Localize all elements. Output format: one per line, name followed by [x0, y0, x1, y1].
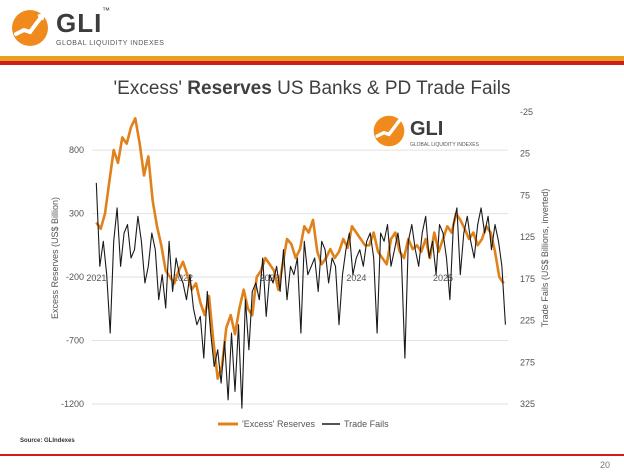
logo-trademark: ™ [102, 6, 110, 15]
header-red-bar [0, 61, 624, 65]
logo-subtitle: GLOBAL LIQUIDITY INDEXES [56, 40, 165, 47]
x-tick-label: 2021 [86, 273, 106, 283]
header-orange-bar [0, 56, 624, 61]
x-tick-label: 2024 [346, 273, 366, 283]
inset-logo-subtitle: GLOBAL LIQUIDITY INDEXES [410, 142, 479, 148]
series-line-reserves [95, 116, 505, 380]
right-tick-label: 175 [520, 274, 535, 284]
right-axis-title: Trade Fails (US$ Billions, inverted) [540, 189, 550, 328]
right-tick-label: 275 [520, 357, 535, 367]
source-note: Source: GLIndexes [20, 438, 75, 444]
inset-logo-text: GLI [410, 118, 444, 140]
x-tick-label: 2025 [433, 273, 453, 283]
header: GLI ™ GLOBAL LIQUIDITY INDEXES [0, 0, 624, 62]
footer-line [0, 454, 624, 456]
inset-gli-logo-icon [373, 115, 405, 147]
title-bold: Reserves [187, 78, 272, 99]
left-tick-label: -1200 [61, 399, 84, 409]
legend-label-trade-fails: Trade Fails [344, 419, 389, 429]
left-tick-label: 800 [69, 145, 84, 155]
right-tick-label: 125 [520, 232, 535, 242]
series-line-trade-fails [95, 182, 506, 409]
reserves-trade-fails-chart: 800 300 -200 -700 -1200 -25 25 75 125 175 225 275 32… [50, 107, 550, 429]
right-tick-label: 75 [520, 190, 530, 200]
legend-label-reserves: 'Excess' Reserves [242, 419, 315, 429]
page-number: 20 [599, 460, 610, 470]
title-part1: 'Excess' [113, 78, 188, 99]
x-tick-label: 2022 [173, 273, 193, 283]
left-tick-label: -700 [66, 336, 84, 346]
title-part2: US Banks & PD Trade Fails [271, 78, 511, 99]
chart-title: 'Excess' Reserves US Banks & PD Trade Fa… [0, 78, 624, 100]
right-tick-label: 225 [520, 316, 535, 326]
right-tick-label: -25 [520, 107, 533, 117]
right-tick-label: 25 [520, 149, 530, 159]
gli-logo-icon [12, 10, 48, 46]
left-axis-title: Excess Reserves (US$ Billion) [50, 197, 60, 319]
left-tick-label: 300 [69, 209, 84, 219]
logo-text: GLI [56, 8, 103, 38]
right-tick-label: 325 [520, 399, 535, 409]
left-tick-label: -200 [66, 272, 84, 282]
